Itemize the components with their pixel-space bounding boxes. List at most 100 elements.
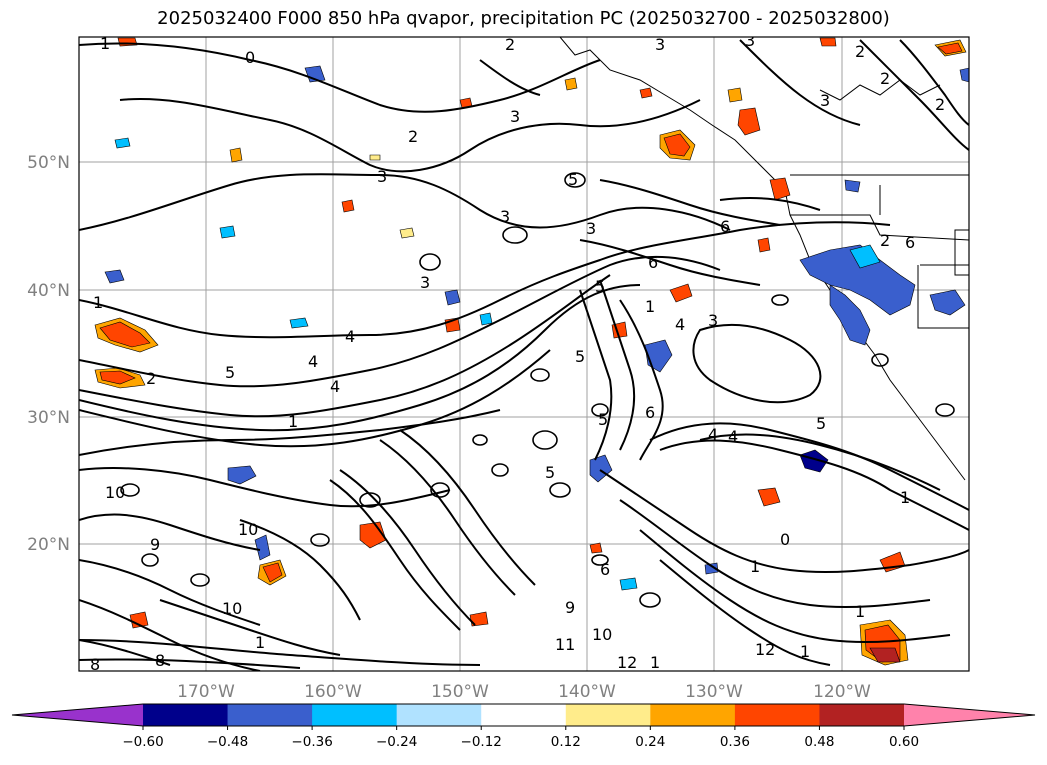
contour-label: 1 (750, 557, 760, 576)
contour-label: 5 (225, 363, 235, 382)
contour-label: 5 (598, 410, 608, 429)
contour-label: 2 (855, 42, 865, 61)
contour-label: 3 (745, 31, 755, 50)
contour-label: 4 (708, 425, 718, 444)
contour-label: 0 (245, 48, 255, 67)
contour-label: 1 (855, 602, 865, 621)
colorbar-tick-label: −0.36 (291, 734, 332, 750)
contour-label: 3 (420, 273, 430, 292)
colorbar-segment (227, 704, 313, 726)
contour-label: 10 (222, 599, 242, 618)
lon-label-140w: 140°W (558, 682, 616, 702)
colorbar-segment (650, 704, 736, 726)
colorbar-segment (819, 704, 905, 726)
contour-label: 6 (600, 560, 610, 579)
latitude-labels: 50°N 40°N 30°N 20°N (27, 153, 70, 555)
contour-label: 10 (238, 520, 258, 539)
contour-label: 3 (377, 167, 387, 186)
contour-label: 2 (880, 69, 890, 88)
contour-label: 6 (645, 403, 655, 422)
precip-negative (104, 65, 969, 591)
contour-label: 3 (500, 207, 510, 226)
colorbar-tick-label: 0.60 (889, 734, 919, 750)
contour-label: 5 (568, 170, 578, 189)
colorbar-segment (734, 704, 820, 726)
contour-label: 2 (146, 369, 156, 388)
contour-label: 4 (728, 427, 738, 446)
lat-label-30n: 30°N (27, 408, 70, 428)
colorbar: −0.60 −0.48 −0.36 −0.24 −0.12 0.12 0.24 0.36 0.4… (11, 703, 1036, 750)
lon-label-160w: 160°W (304, 682, 362, 702)
lon-label-150w: 150°W (431, 682, 489, 702)
colorbar-segment (143, 704, 229, 726)
graticule (79, 37, 969, 671)
contour-label: 4 (308, 352, 318, 371)
qvapor-contours (79, 39, 969, 671)
qvapor-small-contours (120, 172, 955, 608)
colorbar-tick-label: 0.48 (804, 734, 834, 750)
lon-label-170w: 170°W (177, 682, 235, 702)
lon-label-120w: 120°W (813, 682, 871, 702)
contour-label: 6 (720, 217, 730, 236)
contour-label: 1 (800, 642, 810, 661)
lat-label-40n: 40°N (27, 281, 70, 301)
contour-label: 1 (100, 34, 110, 53)
map-background (79, 37, 969, 671)
lat-label-20n: 20°N (27, 535, 70, 555)
contour-label: 1 (255, 633, 265, 652)
contour-label: 5 (816, 414, 826, 433)
contour-label: 1 (288, 412, 298, 431)
colorbar-tick-label: −0.24 (376, 734, 417, 750)
coastlines (559, 37, 969, 481)
colorbar-tick-label: −0.60 (122, 734, 163, 750)
precip-positive (94, 37, 967, 666)
lat-label-50n: 50°N (27, 153, 70, 173)
colorbar-segment (481, 704, 567, 726)
map-content: 1 0 2 3 3 2 2 2 3 3 3 3 2 2 5 3 3 6 6 6 (79, 31, 969, 674)
contour-label: 8 (90, 655, 100, 674)
colorbar-tick-label: 0.24 (635, 734, 665, 750)
map-frame (78, 36, 970, 672)
colorbar-segment (565, 704, 651, 726)
contour-labels: 1 0 2 3 3 2 2 2 3 3 3 3 2 2 5 3 3 6 6 6 (90, 31, 945, 674)
colorbar-extend-high (904, 704, 1035, 726)
lon-label-130w: 130°W (685, 682, 743, 702)
contour-label: 4 (330, 377, 340, 396)
contour-label: 6 (648, 253, 658, 272)
contour-label: 4 (675, 315, 685, 334)
contour-label: 3 (586, 219, 596, 238)
contour-label: 3 (655, 35, 665, 54)
contour-label: 1 (93, 293, 103, 312)
contour-label: 11 (555, 635, 575, 654)
contour-label: 1 (645, 297, 655, 316)
contour-label: 4 (345, 327, 355, 346)
contour-label: 2 (935, 95, 945, 114)
contour-label: 3 (708, 311, 718, 330)
colorbar-tick-label: −0.48 (207, 734, 248, 750)
colorbar-tick-label: 0.36 (720, 734, 750, 750)
colorbar-tick-label: 0.12 (551, 734, 581, 750)
contour-label: 2 (880, 231, 890, 250)
contour-label: 10 (592, 625, 612, 644)
contour-label: 9 (565, 598, 575, 617)
colorbar-tick-label: −0.12 (461, 734, 502, 750)
colorbar-extend-low (12, 704, 143, 726)
contour-label: 3 (820, 91, 830, 110)
contour-label: 12 (755, 640, 775, 659)
contour-label: 9 (150, 535, 160, 554)
contour-label: 1 (900, 488, 910, 507)
contour-label: 2 (505, 35, 515, 54)
colorbar-segment (312, 704, 398, 726)
map-panel: 1 0 2 3 3 2 2 2 3 3 3 3 2 2 5 3 3 6 6 6 (78, 31, 970, 674)
figure-title: 2025032400 F000 850 hPa qvapor, precipit… (157, 8, 890, 29)
contour-label: 6 (905, 233, 915, 252)
contour-label: 5 (575, 347, 585, 366)
contour-label: 2 (408, 127, 418, 146)
contour-label: 8 (155, 651, 165, 670)
colorbar-segment (396, 704, 482, 726)
contour-label: 12 (617, 653, 637, 672)
contour-label: 5 (545, 463, 555, 482)
contour-label: 10 (105, 483, 125, 502)
contour-label: 3 (510, 107, 520, 126)
